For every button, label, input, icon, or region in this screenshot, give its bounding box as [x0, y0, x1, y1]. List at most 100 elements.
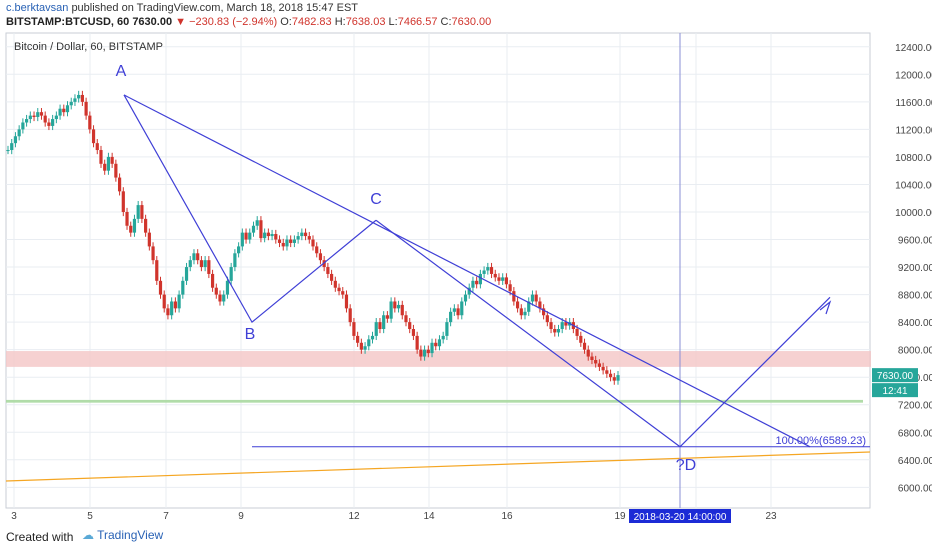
candle-body [374, 322, 378, 336]
high-label: H: [334, 16, 346, 28]
candle-body [575, 329, 579, 336]
candle-body [530, 294, 535, 302]
y-tick-label: 10400.00 [895, 180, 932, 191]
candle-body [222, 294, 226, 302]
y-tick-label: 7200.00 [898, 401, 932, 412]
candle-body [192, 253, 196, 261]
candle-body [80, 94, 84, 102]
candle-body [125, 211, 129, 226]
author-link[interactable]: c.berktavsan [6, 2, 69, 14]
candle-body [129, 225, 133, 233]
symbol-name[interactable]: BITSTAMP:BTCUSD, 60 [6, 16, 130, 28]
candle-body [47, 122, 51, 126]
wave-label: C [370, 191, 382, 208]
candle-body [586, 349, 590, 357]
candle-body [58, 108, 62, 116]
candle-body [214, 287, 218, 295]
orange-trendline [5, 451, 871, 482]
last-price: 7630.00 [132, 16, 173, 28]
x-tick-label: 9 [238, 511, 244, 522]
candle-body [616, 375, 620, 381]
y-tick-label: 6800.00 [898, 428, 932, 439]
y-tick-label: 12000.00 [895, 70, 932, 81]
candle-body [538, 301, 542, 309]
candle-body [579, 335, 583, 343]
candle-body [266, 232, 270, 237]
candle-body [181, 280, 185, 295]
candle-body [489, 267, 494, 274]
candle-body [251, 225, 256, 233]
candle-body [411, 329, 416, 336]
candle-body [512, 291, 516, 302]
candle-body [155, 260, 159, 281]
candle-body [144, 218, 148, 233]
candle-body [605, 370, 609, 374]
candle-body [114, 163, 118, 178]
candle-body [348, 308, 352, 323]
candle-body [117, 177, 122, 192]
candle-body [173, 301, 177, 309]
wave-abc-line [123, 94, 377, 324]
candle-body [333, 280, 337, 288]
candle-body [170, 301, 174, 316]
candle-body [69, 101, 73, 106]
candle-body [352, 322, 356, 336]
y-tick-label: 8400.00 [898, 318, 932, 329]
candle-body [32, 115, 36, 117]
upper-channel-line [123, 94, 811, 448]
candle-body [582, 342, 587, 350]
candle-body [36, 112, 40, 117]
countdown-tag: 12:41 [882, 386, 907, 397]
candle-body [51, 119, 55, 126]
x-tick-label: 23 [765, 511, 777, 522]
candle-body [408, 322, 412, 330]
candle-body [292, 239, 297, 243]
candle-body [426, 349, 430, 354]
candle-body [463, 294, 468, 302]
candle-body [486, 267, 490, 271]
candle-body [534, 294, 538, 302]
countdown-tag-bg [872, 383, 918, 398]
candle-body [356, 335, 360, 343]
tradingview-brand[interactable]: ☁ TradingView [82, 528, 163, 542]
candle-body [564, 322, 568, 326]
candle-body [437, 339, 442, 347]
price-chart[interactable]: 12400.00 12000.00 11600.00 11200.00 10800.00… [0, 0, 932, 524]
candle-body [326, 267, 330, 274]
candle-body [504, 277, 509, 285]
candle-body [28, 115, 32, 120]
y-tick-label: 8000.00 [898, 346, 932, 357]
candle-body [77, 94, 81, 99]
candle-body [367, 339, 371, 347]
candle-body [597, 363, 602, 367]
candle-body [452, 308, 456, 312]
candle-body [549, 322, 553, 330]
candle-body [400, 304, 404, 316]
lower-channel-line [375, 219, 681, 448]
candle-body [385, 315, 389, 319]
candle-body [244, 232, 248, 240]
candle-body [307, 236, 311, 240]
candle-body [501, 277, 505, 281]
candle-body [482, 270, 486, 274]
candle-body [103, 163, 107, 171]
candle-body [255, 220, 259, 226]
footer: Created with ☁ TradingView [0, 524, 932, 550]
candle-body [162, 294, 166, 309]
candle-body [54, 115, 58, 120]
candle-body [382, 315, 386, 330]
x-tick-label: 12 [348, 511, 360, 522]
candle-body [497, 277, 501, 281]
candle-body [363, 346, 367, 350]
crosshair-date-label: 2018-03-20 14:00:00 [634, 512, 727, 523]
candle-body [88, 115, 92, 130]
candle-body [99, 150, 103, 164]
fib-level-label: 100.00%(6589.23) [775, 435, 866, 447]
candle-body [612, 377, 616, 381]
price-tag: 7630.00 [877, 371, 914, 382]
candle-body [396, 304, 401, 309]
candle-body [229, 267, 233, 281]
candle-body [6, 150, 10, 152]
published-text: published on TradingView.com, March 18, … [71, 2, 359, 14]
y-tick-label: 12400.00 [895, 43, 932, 54]
